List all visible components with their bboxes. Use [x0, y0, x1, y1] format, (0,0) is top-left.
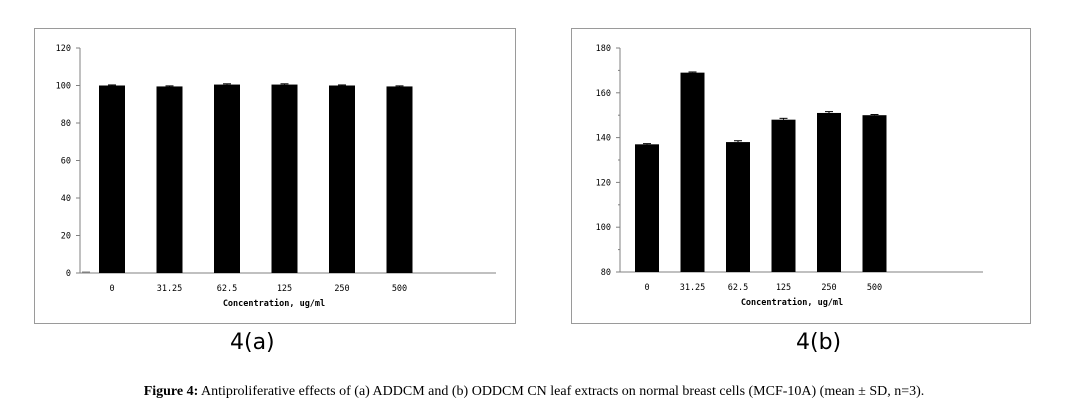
- x-tick-label-3: 125: [776, 283, 791, 293]
- bar-3: [271, 84, 298, 273]
- bar-chart-b: 80 100 120 140 160 180 0 31.25 62.5 125 250 500 Conc…: [571, 28, 1031, 324]
- y-tick-label: 0: [66, 269, 71, 279]
- bar-2: [214, 84, 240, 273]
- bar-4: [329, 85, 355, 273]
- x-tick-label-5: 500: [392, 284, 407, 294]
- bar-1: [680, 72, 705, 272]
- bar-5: [386, 86, 413, 273]
- x-tick-label-0: 0: [644, 283, 649, 293]
- bar-2: [726, 142, 750, 272]
- y-tick-label: 120: [56, 44, 71, 54]
- y-tick-label: 20: [61, 232, 71, 242]
- x-tick-label-1: 31.25: [157, 284, 183, 294]
- panel-label-a: 4(a): [230, 330, 275, 355]
- y-tick-label: 80: [61, 119, 71, 129]
- x-tick-label-5: 500: [867, 283, 882, 293]
- bar-4: [817, 112, 841, 273]
- y-tick-label: 120: [596, 178, 611, 188]
- x-tick-label-4: 250: [821, 283, 836, 293]
- y-tick-label: 80: [601, 268, 611, 278]
- y-tick-label: 100: [596, 223, 611, 233]
- chart-panel-b: 80 100 120 140 160 180 0 31.25 62.5 125 250 500 Conc…: [571, 28, 1031, 324]
- panel-label-b: 4(b): [796, 330, 842, 355]
- x-tick-label-1: 31.25: [680, 283, 706, 293]
- bar-0: [635, 144, 659, 272]
- bar-5: [862, 115, 887, 272]
- x-tick-label-0: 0: [109, 284, 114, 294]
- bar-3: [771, 119, 796, 273]
- x-tick-label-2: 62.5: [217, 284, 237, 294]
- caption-text: Antiproliferative effects of (a) ADDCM a…: [198, 384, 925, 399]
- y-tick-label: 160: [596, 89, 611, 99]
- bar-1: [156, 86, 183, 273]
- bar-chart-a: 0 20 40 60 80 100 120 0 31.25 62.5 125 250 500 Concen…: [34, 28, 516, 324]
- figure-caption: Figure 4: Antiproliferative effects of (…: [0, 384, 1068, 400]
- bar-0: [99, 85, 125, 273]
- x-axis-label: Concentration, ug/ml: [223, 298, 325, 309]
- x-axis-label: Concentration, ug/ml: [741, 297, 843, 308]
- x-tick-label-2: 62.5: [728, 283, 748, 293]
- y-tick-label: 40: [61, 194, 71, 204]
- caption-prefix: Figure 4:: [143, 384, 199, 399]
- y-tick-label: 140: [596, 134, 611, 144]
- chart-panel-a: 0 20 40 60 80 100 120 0 31.25 62.5 125 250 500 Concen…: [34, 28, 516, 324]
- x-tick-label-3: 125: [277, 284, 292, 294]
- y-tick-label: 100: [56, 82, 71, 92]
- x-tick-label-4: 250: [334, 284, 349, 294]
- y-tick-label: 60: [61, 157, 71, 167]
- y-tick-label: 180: [596, 44, 611, 54]
